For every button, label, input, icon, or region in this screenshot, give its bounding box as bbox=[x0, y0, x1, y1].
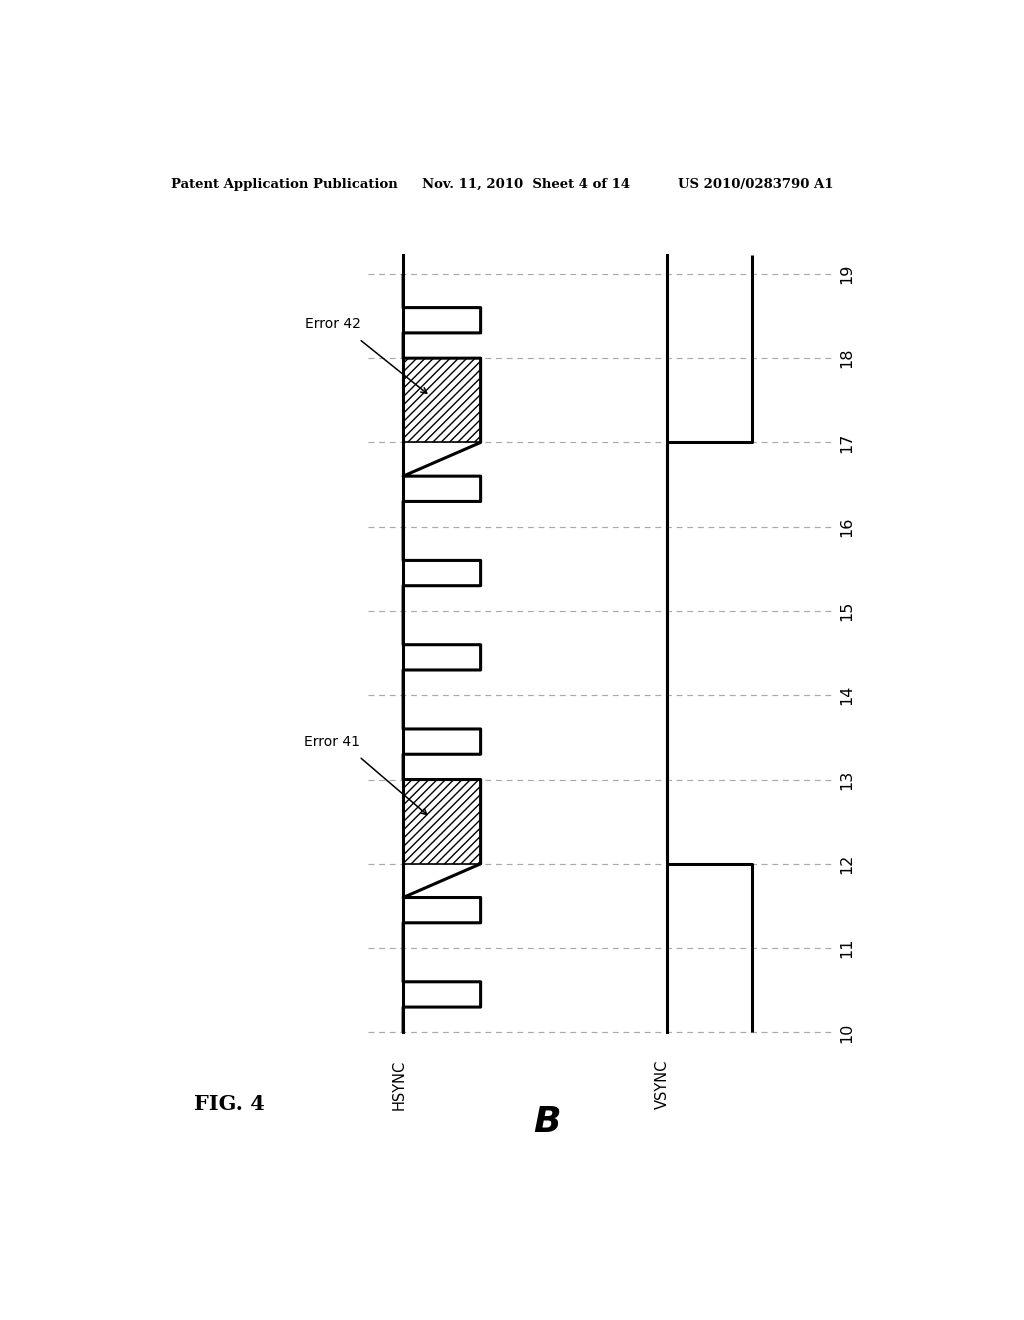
Text: 12: 12 bbox=[840, 854, 855, 874]
Text: 11: 11 bbox=[840, 937, 855, 958]
Text: 17: 17 bbox=[840, 432, 855, 453]
Text: 13: 13 bbox=[840, 770, 855, 789]
Text: B: B bbox=[532, 1106, 560, 1139]
Text: HSYNC: HSYNC bbox=[392, 1059, 407, 1110]
Text: US 2010/0283790 A1: US 2010/0283790 A1 bbox=[678, 178, 834, 190]
Text: Error 42: Error 42 bbox=[304, 317, 360, 331]
Text: 10: 10 bbox=[840, 1022, 855, 1043]
Text: FIG. 4: FIG. 4 bbox=[194, 1094, 265, 1114]
Text: Patent Application Publication: Patent Application Publication bbox=[171, 178, 397, 190]
Text: 18: 18 bbox=[840, 348, 855, 368]
Text: Nov. 11, 2010  Sheet 4 of 14: Nov. 11, 2010 Sheet 4 of 14 bbox=[423, 178, 631, 190]
Text: VSYNC: VSYNC bbox=[655, 1059, 671, 1109]
Text: 14: 14 bbox=[840, 685, 855, 705]
Text: 19: 19 bbox=[840, 264, 855, 284]
Bar bbox=[403, 358, 480, 442]
Text: Error 41: Error 41 bbox=[304, 735, 360, 748]
Bar bbox=[403, 780, 480, 863]
Text: 15: 15 bbox=[840, 601, 855, 622]
Text: 16: 16 bbox=[840, 516, 855, 537]
